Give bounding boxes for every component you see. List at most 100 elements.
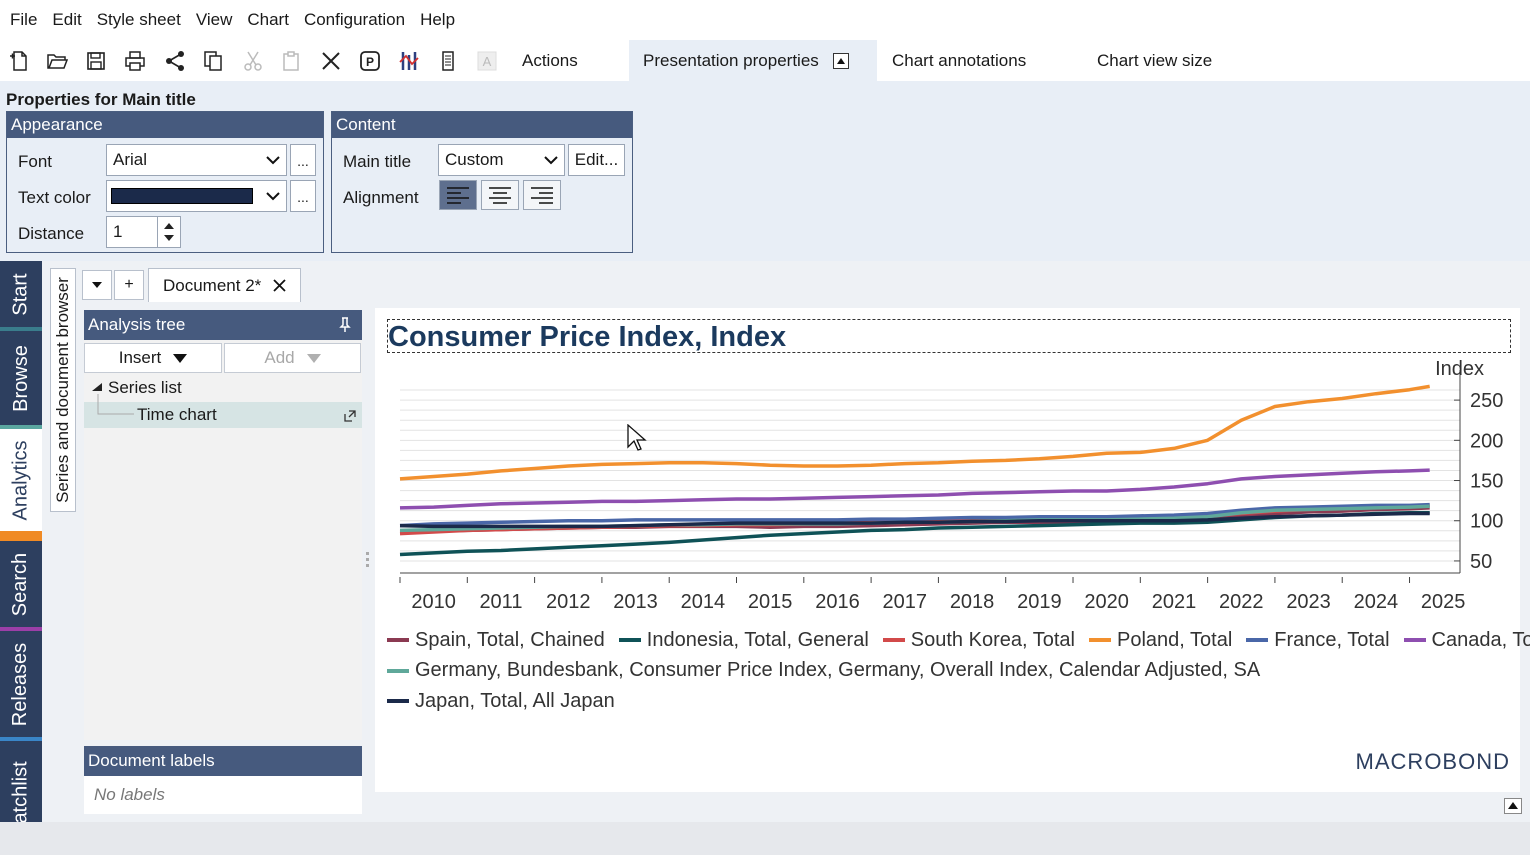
legend-label: Indonesia, Total, General xyxy=(646,628,869,651)
x-tick-label: 2012 xyxy=(546,591,591,613)
legend-swatch xyxy=(387,668,409,673)
legend-item[interactable]: France, Total xyxy=(1246,628,1390,652)
stepper-down-icon[interactable] xyxy=(164,235,174,241)
document-tab-label: Document 2* xyxy=(163,275,262,295)
y-tick-label: 50 xyxy=(1470,551,1492,573)
presentation-icon[interactable]: P xyxy=(357,48,383,74)
distance-stepper[interactable] xyxy=(157,216,181,248)
tab-chart-annotations[interactable]: Chart annotations xyxy=(892,50,1027,70)
align-right-button[interactable] xyxy=(523,180,561,210)
menu-style-sheet[interactable]: Style sheet xyxy=(96,10,181,29)
chart-title-selection[interactable]: Consumer Price Index, Index xyxy=(387,319,1511,353)
x-tick-label: 2011 xyxy=(479,591,522,613)
insert-label: Insert xyxy=(118,348,162,367)
tab-presentation-properties[interactable]: Presentation properties xyxy=(629,40,877,81)
toolbar: P A Actions Presentation properties Char… xyxy=(0,40,1530,81)
pin-icon[interactable] xyxy=(338,317,352,333)
legend-label: France, Total xyxy=(1274,628,1390,651)
side-tab-releases-stripe xyxy=(0,737,42,741)
menu-file[interactable]: File xyxy=(10,10,38,29)
align-left-button[interactable] xyxy=(439,180,477,210)
text-color-label: Text color xyxy=(18,188,91,207)
menu-configuration[interactable]: Configuration xyxy=(303,10,406,29)
edit-title-button[interactable]: Edit... xyxy=(568,144,625,176)
series-document-browser-tab[interactable]: Series and document browser xyxy=(50,268,76,512)
scroll-up-button[interactable] xyxy=(1504,798,1522,814)
tree-node-time-chart[interactable]: Time chart xyxy=(137,405,217,424)
paste-icon[interactable] xyxy=(278,48,304,74)
open-external-icon[interactable] xyxy=(343,409,357,423)
tree-node-series-list[interactable]: Series list xyxy=(108,378,182,397)
x-tick-label: 2023 xyxy=(1286,591,1331,613)
align-right-icon xyxy=(531,187,553,204)
legend-item[interactable]: Poland, Total xyxy=(1088,629,1232,652)
main-title-select[interactable]: Custom xyxy=(438,144,565,176)
chart-card: Consumer Price Index, Index 50 100 150 200 2… xyxy=(375,308,1530,792)
share-icon[interactable] xyxy=(162,48,188,74)
font-more-button[interactable]: ... xyxy=(290,144,316,176)
legend-item[interactable]: Japan, Total, All Japan xyxy=(387,690,615,713)
vertical-splitter[interactable] xyxy=(366,552,370,572)
close-icon[interactable] xyxy=(273,279,286,292)
cut-icon[interactable] xyxy=(240,48,266,74)
series-line xyxy=(399,502,1430,528)
alignment-label: Alignment xyxy=(343,188,419,207)
text-color-select[interactable] xyxy=(106,180,287,212)
series-line xyxy=(399,384,1430,481)
side-tab-analytics[interactable]: Analytics xyxy=(0,429,42,531)
side-tab-search[interactable]: Search xyxy=(0,541,42,627)
print-icon[interactable] xyxy=(122,48,148,74)
expand-triangle-icon[interactable] xyxy=(91,382,103,392)
new-tab-button[interactable]: + xyxy=(114,270,144,300)
add-button[interactable]: Add xyxy=(224,343,361,373)
chart-type-icon[interactable] xyxy=(396,48,422,74)
menu-chart[interactable]: Chart xyxy=(247,10,289,29)
side-tab-releases[interactable]: Releases xyxy=(0,631,42,737)
side-tab-start[interactable]: Start xyxy=(0,261,42,327)
new-document-icon[interactable] xyxy=(6,48,32,74)
line-chart[interactable]: 50 100 150 200 250 Index 2010 2011 2012 2013 2014 2… xyxy=(375,308,1520,628)
legend-item[interactable]: South Korea, Total xyxy=(882,628,1075,652)
side-tab-browse[interactable]: Browse xyxy=(0,331,42,425)
legend-label: South Korea, Total xyxy=(910,628,1075,651)
text-style-icon[interactable]: A xyxy=(474,48,500,74)
stepper-up-icon[interactable] xyxy=(164,223,174,229)
legend-item[interactable]: Canada, Total, SA xyxy=(1403,629,1530,652)
open-folder-icon[interactable] xyxy=(44,48,70,74)
series-document-browser-label: Series and document browser xyxy=(53,277,72,503)
distance-label: Distance xyxy=(18,224,85,243)
tab-chart-view-size[interactable]: Chart view size xyxy=(1097,50,1213,70)
x-tick-label: 2015 xyxy=(748,591,793,613)
legend-item[interactable]: Germany, Bundesbank, Consumer Price Inde… xyxy=(387,659,1260,682)
copy-icon[interactable] xyxy=(200,48,226,74)
menu-edit[interactable]: Edit xyxy=(52,10,82,29)
text-color-more-button[interactable]: ... xyxy=(290,180,316,212)
tab-actions[interactable]: Actions xyxy=(522,50,578,70)
align-center-button[interactable] xyxy=(481,180,519,210)
menu-view[interactable]: View xyxy=(195,10,233,29)
side-tab-watchlist[interactable]: Watchlist xyxy=(0,741,42,822)
distance-input[interactable]: 1 xyxy=(106,216,158,248)
x-tick-label: 2016 xyxy=(815,591,860,613)
menu-help[interactable]: Help xyxy=(420,10,456,29)
save-icon[interactable] xyxy=(83,48,109,74)
legend-row: Japan, Total, All Japan xyxy=(387,686,1507,717)
legend-item[interactable]: Indonesia, Total, General xyxy=(618,628,869,652)
legend-item[interactable]: Spain, Total, Chained xyxy=(387,629,605,652)
font-select[interactable]: Arial xyxy=(106,144,287,176)
y-tick-label: 150 xyxy=(1470,471,1503,493)
collapse-ribbon-icon[interactable] xyxy=(832,52,849,69)
legend-row: Germany, Bundesbank, Consumer Price Inde… xyxy=(387,656,1507,687)
legend-label: Germany, Bundesbank, Consumer Price Inde… xyxy=(415,659,1261,682)
insert-button[interactable]: Insert xyxy=(84,343,222,373)
chart-title[interactable]: Consumer Price Index, Index xyxy=(388,321,787,353)
delete-icon[interactable] xyxy=(318,48,344,74)
page-icon[interactable] xyxy=(435,48,461,74)
x-tick-label: 2019 xyxy=(1017,591,1061,613)
side-tab-start-stripe xyxy=(0,327,42,331)
add-label: Add xyxy=(264,348,295,367)
tab-list-button[interactable] xyxy=(82,270,112,300)
side-tab-browse-label: Browse xyxy=(9,344,32,412)
legend-swatch xyxy=(882,638,905,643)
document-tab[interactable]: Document 2* xyxy=(148,268,302,302)
